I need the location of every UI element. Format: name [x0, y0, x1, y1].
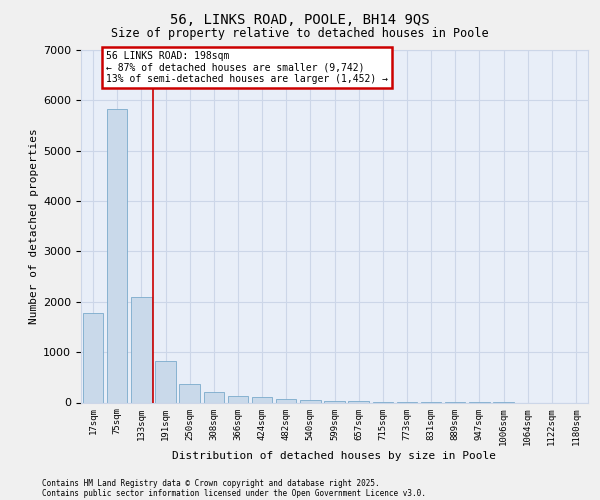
Bar [131, 298, 152, 403]
Bar [83, 313, 103, 402]
Bar [252, 398, 272, 402]
Bar [276, 398, 296, 402]
X-axis label: Distribution of detached houses by size in Poole: Distribution of detached houses by size … [173, 450, 497, 460]
Bar [179, 384, 200, 402]
Bar [300, 400, 320, 402]
Text: Contains HM Land Registry data © Crown copyright and database right 2025.: Contains HM Land Registry data © Crown c… [42, 478, 380, 488]
Bar [155, 361, 176, 403]
Text: Size of property relative to detached houses in Poole: Size of property relative to detached ho… [111, 28, 489, 40]
Bar [324, 400, 345, 402]
Bar [107, 110, 127, 403]
Bar [227, 396, 248, 402]
Bar [203, 392, 224, 402]
Y-axis label: Number of detached properties: Number of detached properties [29, 128, 39, 324]
Text: Contains public sector information licensed under the Open Government Licence v3: Contains public sector information licen… [42, 488, 426, 498]
Text: 56 LINKS ROAD: 198sqm
← 87% of detached houses are smaller (9,742)
13% of semi-d: 56 LINKS ROAD: 198sqm ← 87% of detached … [106, 51, 388, 84]
Text: 56, LINKS ROAD, POOLE, BH14 9QS: 56, LINKS ROAD, POOLE, BH14 9QS [170, 12, 430, 26]
